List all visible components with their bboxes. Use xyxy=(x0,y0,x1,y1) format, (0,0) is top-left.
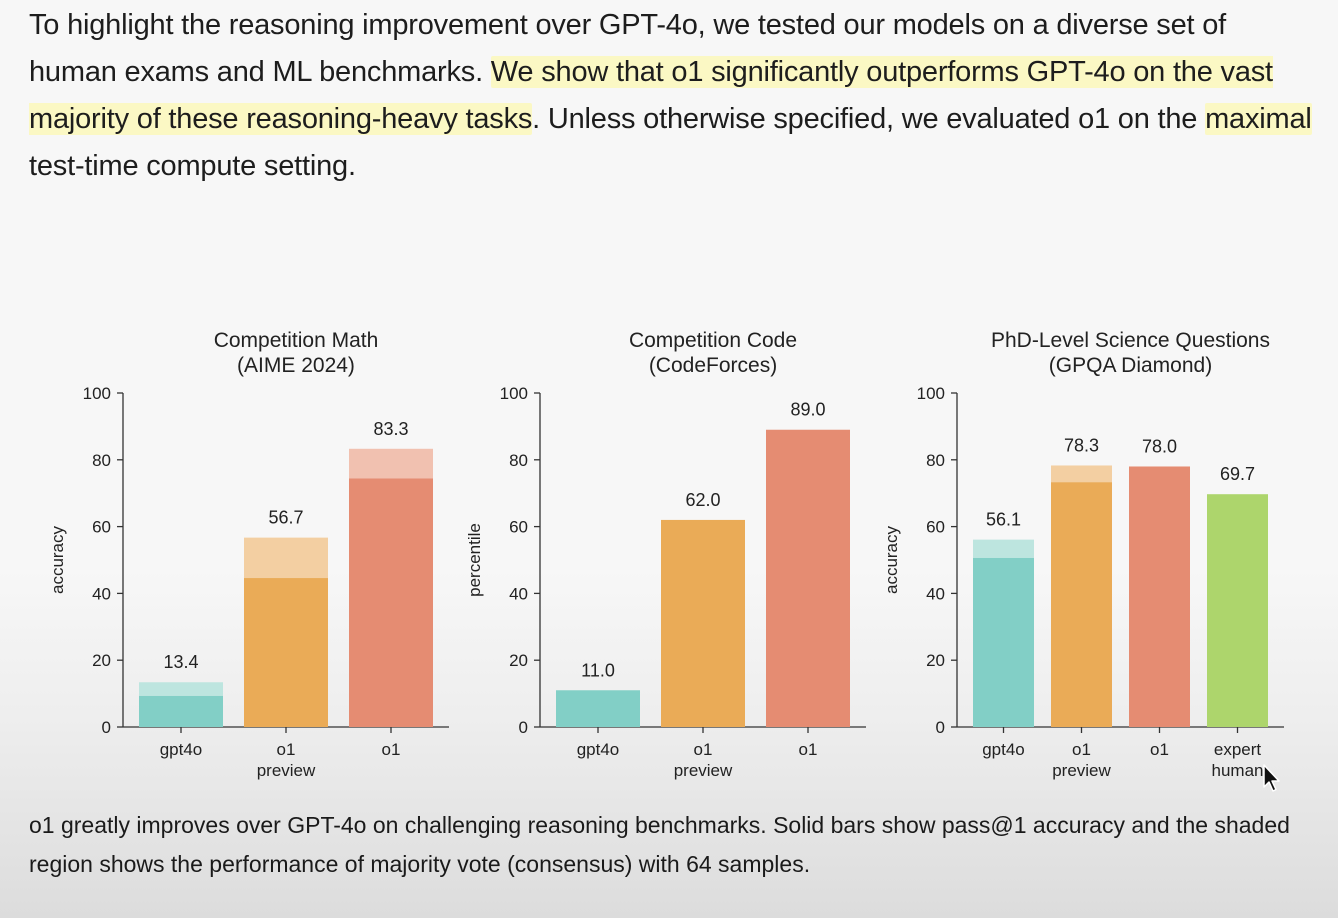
bar-value-label: 11.0 xyxy=(581,660,615,680)
consensus-bar-0 xyxy=(139,682,223,696)
intro-text: . Unless otherwise specified, we evaluat… xyxy=(532,103,1206,135)
bar-value-label: 78.0 xyxy=(1142,436,1177,456)
chart-panel-2: PhD-Level Science Questions(GPQA Diamond… xyxy=(882,329,1284,780)
x-tick-label: preview xyxy=(1052,761,1111,780)
y-tick-label: 40 xyxy=(926,584,945,603)
intro-paragraph: To highlight the reasoning improvement o… xyxy=(29,2,1319,190)
bar-value-label: 78.3 xyxy=(1064,435,1099,455)
y-tick-label: 40 xyxy=(509,584,528,603)
bar-value-label: 83.3 xyxy=(373,419,408,439)
x-tick-label: preview xyxy=(674,761,733,780)
y-tick-label: 80 xyxy=(509,451,528,470)
consensus-bar-1 xyxy=(244,537,328,579)
figure-caption: o1 greatly improves over GPT-4o on chall… xyxy=(29,812,1290,877)
intro-text: test-time compute setting. xyxy=(29,150,356,182)
y-tick-label: 20 xyxy=(92,651,111,670)
bar-value-label: 13.4 xyxy=(163,652,198,672)
solid-bar-1 xyxy=(1051,482,1112,727)
chart-title: (CodeForces) xyxy=(649,354,777,377)
solid-bar-2 xyxy=(1129,466,1190,727)
y-tick-label: 20 xyxy=(926,651,945,670)
y-axis-label: accuracy xyxy=(882,525,901,594)
intro-text: To highlight the reasoning improvement o… xyxy=(29,9,1227,88)
bar-value-label: 89.0 xyxy=(790,400,825,420)
x-tick-label: human xyxy=(1212,761,1264,780)
chart-title: Competition Math xyxy=(214,329,379,352)
y-tick-label: 60 xyxy=(926,518,945,537)
x-tick-label: gpt4o xyxy=(577,740,620,759)
y-tick-label: 100 xyxy=(83,384,111,403)
x-tick-label: gpt4o xyxy=(160,740,203,759)
x-tick-label: o1 xyxy=(799,740,818,759)
solid-bar-1 xyxy=(244,578,328,727)
highlighted-text: maximal xyxy=(1205,103,1312,135)
x-tick-label: expert xyxy=(1214,740,1262,759)
chart-panel-1: Competition Code(CodeForces) 0 20 40 60 80 100… xyxy=(465,329,866,780)
y-tick-label: 0 xyxy=(519,718,528,737)
chart-title: PhD-Level Science Questions xyxy=(991,329,1270,352)
y-tick-label: 100 xyxy=(500,384,528,403)
bar-value-label: 56.1 xyxy=(986,510,1021,530)
y-axis-label: accuracy xyxy=(48,525,67,594)
x-tick-label: o1 xyxy=(277,740,296,759)
x-tick-label: o1 xyxy=(694,740,713,759)
y-tick-label: 40 xyxy=(92,584,111,603)
chart-title: Competition Code xyxy=(629,329,797,352)
x-tick-label: preview xyxy=(257,761,316,780)
solid-bar-0 xyxy=(139,695,223,727)
y-tick-label: 100 xyxy=(917,384,945,403)
solid-bar-1 xyxy=(661,519,745,727)
y-tick-label: 0 xyxy=(102,718,111,737)
bar-value-label: 62.0 xyxy=(685,490,720,510)
chart-title: (GPQA Diamond) xyxy=(1049,354,1212,377)
y-tick-label: 60 xyxy=(509,518,528,537)
mouse-cursor-icon xyxy=(1263,764,1280,792)
x-tick-label: o1 xyxy=(1072,740,1091,759)
solid-bar-2 xyxy=(766,429,850,727)
y-tick-label: 0 xyxy=(936,718,945,737)
consensus-bar-2 xyxy=(349,448,433,479)
y-axis-label: percentile xyxy=(465,523,484,597)
y-tick-label: 80 xyxy=(926,451,945,470)
solid-bar-2 xyxy=(349,478,433,727)
chart-title: (AIME 2024) xyxy=(237,354,355,377)
bar-value-label: 56.7 xyxy=(268,508,303,528)
y-tick-label: 20 xyxy=(509,651,528,670)
y-tick-label: 80 xyxy=(92,451,111,470)
chart-panel-0: Competition Math(AIME 2024) 0 20 40 60 80 100 a… xyxy=(48,329,449,780)
bar-value-label: 69.7 xyxy=(1220,464,1255,484)
solid-bar-0 xyxy=(973,557,1034,727)
solid-bar-0 xyxy=(556,690,640,727)
consensus-bar-1 xyxy=(1051,465,1112,483)
x-tick-label: gpt4o xyxy=(982,740,1025,759)
benchmark-charts: Competition Math(AIME 2024) 0 20 40 60 80 100 a… xyxy=(48,329,1284,780)
x-tick-label: o1 xyxy=(1150,740,1169,759)
solid-bar-3 xyxy=(1207,494,1268,727)
y-tick-label: 60 xyxy=(92,518,111,537)
x-tick-label: o1 xyxy=(382,740,401,759)
consensus-bar-0 xyxy=(973,539,1034,558)
